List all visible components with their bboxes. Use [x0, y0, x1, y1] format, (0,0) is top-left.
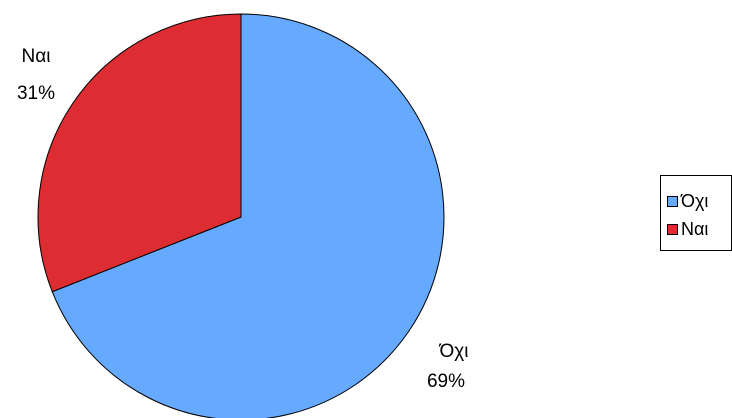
pie-slices [37, 13, 445, 418]
legend-item-nai: Ναι [667, 218, 708, 240]
pie-data-labels: Όχι 69% Ναι 31% [17, 46, 468, 392]
slice-label-nai-name: Ναι [22, 46, 51, 67]
legend-label-ochi: Όχι [681, 190, 709, 211]
slice-label-nai-percent: 31% [17, 83, 55, 104]
legend-swatch-nai [667, 223, 678, 235]
pie-slice-nai [37, 13, 242, 293]
legend-swatch-ochi [667, 195, 678, 207]
slice-label-ochi-percent: 69% [427, 371, 465, 392]
chart-legend: Όχι Ναι [660, 175, 732, 251]
legend-item-ochi: Όχι [667, 190, 708, 212]
legend-label-nai: Ναι [681, 218, 709, 239]
pie-slice-ochi [51, 13, 445, 418]
slice-label-ochi-name: Όχι [439, 341, 469, 362]
